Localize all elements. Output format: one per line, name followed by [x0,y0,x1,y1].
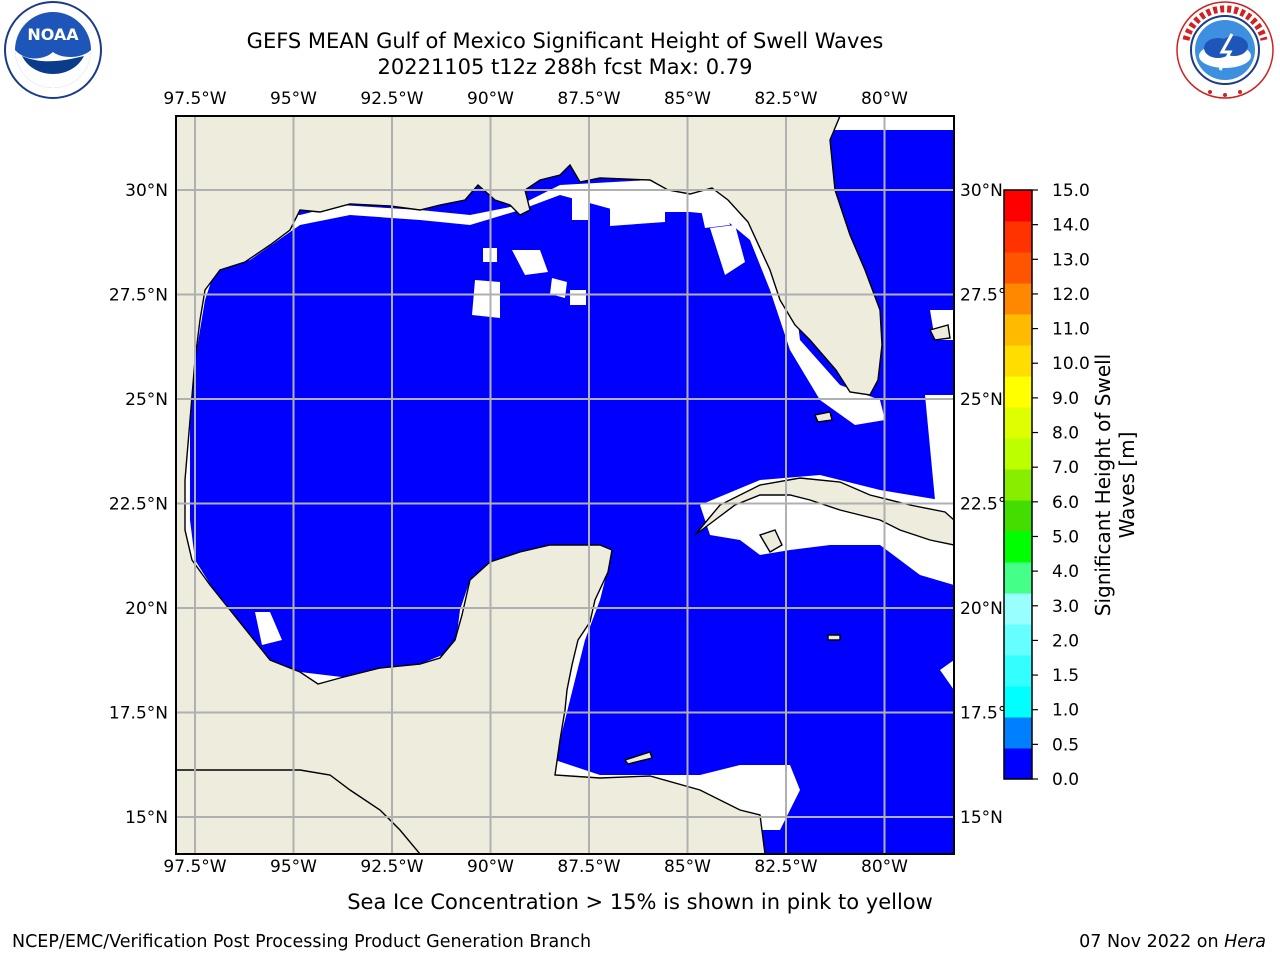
colorbar-tick-label: 4.0 [1052,562,1079,582]
svg-text:NOAA: NOAA [27,25,79,44]
lat-label-left: 17.5°N [109,704,168,724]
lon-label-bottom: 87.5°W [557,857,620,877]
lon-label-top: 82.5°W [754,89,817,109]
sea-ice-caption: Sea Ice Concentration > 15% is shown in … [347,890,933,914]
colorbar-tick-label: 8.0 [1052,424,1079,444]
colorbar-tick-label: 9.0 [1052,389,1079,409]
lat-label-left: 27.5°N [109,286,168,306]
chart-subtitle: 20221105 t12z 288h fcst Max: 0.79 [377,55,753,79]
graticule [176,116,954,854]
colorbar-tick-label: 7.0 [1052,458,1079,478]
colorbar-tick-label: 6.0 [1052,493,1079,513]
map-panel [176,116,954,854]
lon-label-bottom: 80°W [861,857,908,877]
colorbar-segment [1004,376,1032,408]
lon-label-bottom: 85°W [664,857,711,877]
colorbar-tick-label: 5.0 [1052,527,1079,547]
chart-title: GEFS MEAN Gulf of Mexico Significant Hei… [246,29,884,53]
lon-label-bottom: 95°W [270,857,317,877]
colorbar-segment [1004,252,1032,284]
colorbar-segment [1004,748,1032,780]
colorbar-tick-label: 1.0 [1052,701,1079,721]
lon-label-top: 95°W [270,89,317,109]
colorbar-tick-label: 11.0 [1052,320,1090,340]
colorbar-segment [1004,345,1032,377]
colorbar-segment [1004,562,1032,594]
lat-label-left: 15°N [125,808,168,828]
lon-label-top: 90°W [467,89,514,109]
lat-label-left: 30°N [125,181,168,201]
colorbar-segment [1004,624,1032,656]
lat-label-right: 15°N [960,808,1003,828]
colorbar-frame [1003,189,1033,780]
colorbar-segment [1004,500,1032,532]
lon-label-top: 87.5°W [557,89,620,109]
lat-label-right: 20°N [960,599,1003,619]
axis-labels: 97.5°W 97.5°W 95°W 95°W 92.5°W 92.5°W 90°W 90°W… [109,89,1019,877]
colorbar-tick-label: 0.0 [1052,770,1079,790]
colorbar-segment [1004,469,1032,501]
nws-logo [1176,1,1274,99]
colorbar-segment [1004,283,1032,315]
lat-label-left: 25°N [125,390,168,410]
lon-label-bottom: 92.5°W [360,857,423,877]
colorbar-tick-label: 2.0 [1052,631,1079,651]
colorbar-tick-label: 13.0 [1052,250,1090,270]
colorbar-tick-label: 1.5 [1052,666,1079,686]
colorbar: 15.0 14.0 13.0 12.0 11.0 10.0 9.0 8.0 7.0 6.0 5.0 4… [1003,181,1090,790]
lon-label-bottom: 90°W [467,857,514,877]
colorbar-segment [1004,438,1032,470]
noaa-logo: NOAA [4,1,102,99]
colorbar-tick-label: 12.0 [1052,285,1090,305]
colorbar-tick-label: 10.0 [1052,354,1090,374]
colorbar-segment [1004,531,1032,563]
colorbar-segment [1004,221,1032,253]
colorbar-segment [1004,655,1032,687]
colorbar-tick-label: 3.0 [1052,597,1079,617]
lon-label-bottom: 82.5°W [754,857,817,877]
lat-label-right: 25°N [960,390,1003,410]
footer-date: 07 Nov 2022 on Hera [1079,932,1266,952]
footer-branch: NCEP/EMC/Verification Post Processing Pr… [12,932,592,952]
lon-label-top: 92.5°W [360,89,423,109]
lon-label-bottom: 97.5°W [163,857,226,877]
lat-label-right: 30°N [960,181,1003,201]
colorbar-tick-label: 14.0 [1052,216,1090,236]
map-frame [175,115,955,855]
colorbar-segment [1004,407,1032,439]
lat-label-left: 22.5°N [109,495,168,515]
lon-label-top: 97.5°W [163,89,226,109]
colorbar-segment [1004,717,1032,749]
lon-label-top: 80°W [861,89,908,109]
colorbar-segment [1004,314,1032,346]
colorbar-tick-label: 0.5 [1052,735,1079,755]
colorbar-tick-label: 15.0 [1052,181,1090,201]
lat-label-left: 20°N [125,599,168,619]
lon-label-top: 85°W [664,89,711,109]
colorbar-segment [1004,686,1032,718]
colorbar-segment [1004,593,1032,625]
colorbar-segment [1004,190,1032,222]
colorbar-title: Significant Height of Swell Waves [m] [1091,353,1139,617]
